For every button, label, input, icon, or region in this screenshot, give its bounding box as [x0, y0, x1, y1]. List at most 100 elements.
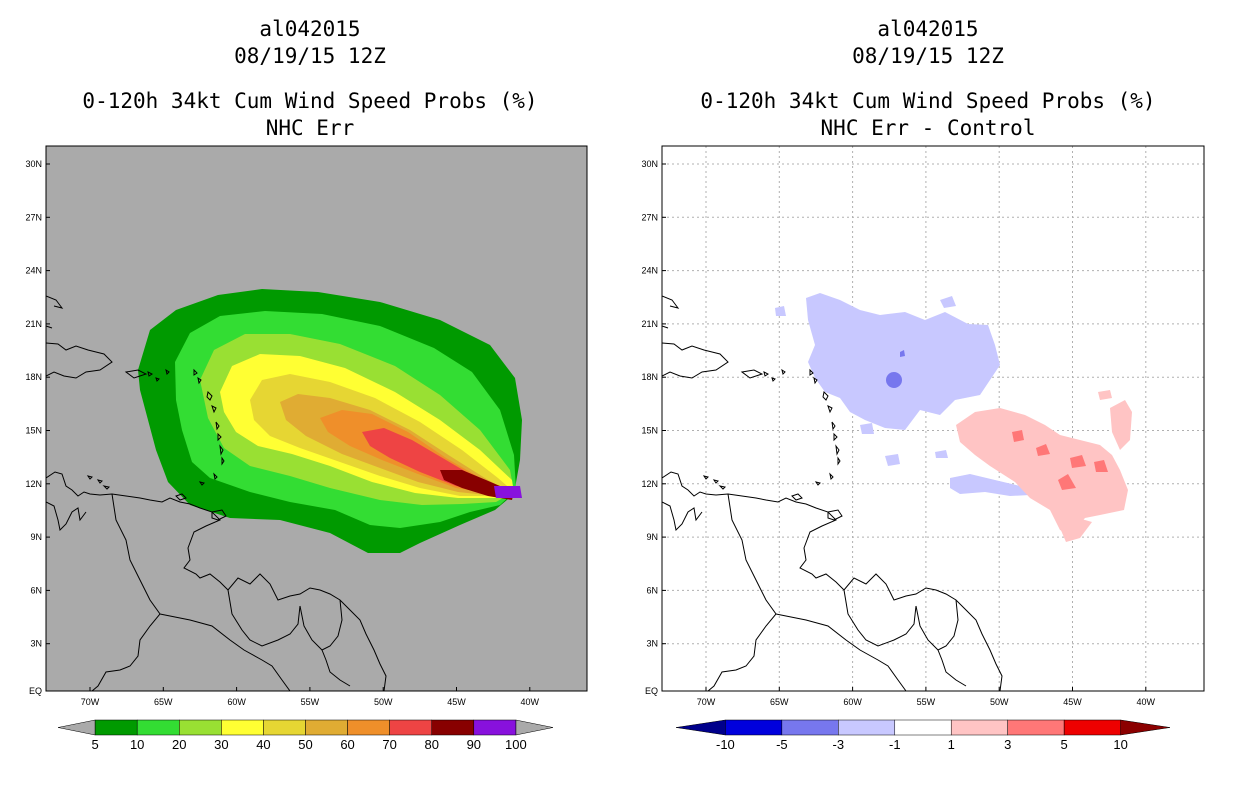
diff-blue-patch-6	[860, 423, 874, 434]
right-colorbar-bin	[781, 719, 839, 736]
diff-blue-patch-3	[950, 474, 1030, 496]
right-datetime: 08/19/15 12Z	[852, 44, 1004, 68]
left-lat-label: 3N	[30, 639, 42, 649]
left-colorbar-bin	[473, 719, 517, 736]
right-colorbar-bin	[894, 719, 952, 736]
right-colorbar: -10 -5 -3 -1 1 3 5 10	[675, 719, 1171, 752]
left-lat-label: 6N	[30, 585, 42, 595]
left-axis-ticks: 30N 27N 24N 21N 18N 15N 12N 9N 6N 3N EQ 70W 65W 60W 55…	[25, 159, 539, 707]
right-lat-label: 3N	[646, 639, 658, 649]
right-colorbar-label: -3	[833, 737, 845, 752]
diff-red-main	[956, 408, 1128, 535]
left-lat-label: 18N	[25, 372, 42, 382]
diff-blue-core-1	[886, 372, 902, 388]
left-colorbar-bin	[136, 719, 180, 736]
right-colorbar-label: 5	[1061, 737, 1068, 752]
left-lon-label: 40W	[521, 697, 540, 707]
right-lat-label: 12N	[641, 479, 658, 489]
left-colorbar-label: 90	[467, 737, 481, 752]
right-lon-label: 45W	[1063, 697, 1082, 707]
diff-blue-patch-4	[885, 454, 900, 466]
diff-blue-core-2	[900, 350, 905, 357]
right-lon-label: 70W	[697, 697, 716, 707]
right-colorbar-bin	[950, 719, 1008, 736]
left-colorbar-bin	[305, 719, 348, 736]
left-colorbar-over-arrow	[515, 719, 554, 736]
diff-red-core-3	[1070, 455, 1086, 468]
left-colorbar-label: 50	[298, 737, 312, 752]
right-lon-label: 40W	[1137, 697, 1156, 707]
left-map: 30N 27N 24N 21N 18N 15N 12N 9N 6N 3N EQ 70W 65W 60W 55…	[25, 145, 588, 707]
left-lon-label: 45W	[447, 697, 466, 707]
right-storm-id: al042015	[877, 17, 979, 41]
left-colorbar-bin	[431, 719, 475, 736]
left-lat-label: EQ	[29, 686, 42, 696]
right-colorbar-bin	[1063, 719, 1121, 736]
right-lon-label: 55W	[917, 697, 936, 707]
left-colorbar-bin	[263, 719, 306, 736]
right-map: 30N 27N 24N 21N 18N 15N 12N 9N 6N 3N EQ 70W 65W 60W 55…	[641, 145, 1205, 707]
diff-red-patch-2	[1098, 390, 1112, 400]
right-lat-label: 30N	[641, 159, 658, 169]
left-colorbar-label: 40	[256, 737, 270, 752]
right-lat-label: 6N	[646, 585, 658, 595]
left-product: 0-120h 34kt Cum Wind Speed Probs (%)	[82, 89, 538, 113]
right-lat-label: 9N	[646, 532, 658, 542]
left-storm-id: al042015	[259, 17, 361, 41]
diff-red-patch-3	[1060, 518, 1092, 542]
diff-blue-main	[806, 293, 1000, 430]
right-colorbar-label: -5	[776, 737, 788, 752]
left-lon-label: 55W	[301, 697, 320, 707]
diff-red-core-4	[1058, 474, 1076, 490]
left-colorbar-label: 20	[172, 737, 186, 752]
right-colorbar-label: 10	[1113, 737, 1127, 752]
right-colorbar-over-arrow	[1120, 719, 1171, 736]
right-colorbar-bin	[1007, 719, 1065, 736]
left-lon-label: 65W	[154, 697, 173, 707]
right-lat-label: 27N	[641, 212, 658, 222]
diff-red-patch-1	[1110, 400, 1132, 450]
diff-blue-patch-5	[935, 450, 948, 458]
left-lon-label: 60W	[227, 697, 246, 707]
contour-70	[362, 428, 514, 494]
left-probability-contours	[46, 289, 522, 691]
left-colorbar-label: 10	[130, 737, 144, 752]
right-product: 0-120h 34kt Cum Wind Speed Probs (%)	[700, 89, 1156, 113]
right-lon-label: 65W	[770, 697, 789, 707]
left-colorbar-under-arrow	[57, 719, 96, 736]
left-lat-label: 12N	[25, 479, 42, 489]
left-colorbar-label: 80	[424, 737, 438, 752]
right-colorbar-label: -10	[716, 737, 735, 752]
left-title: al042015 08/19/15 12Z 0-120h 34kt Cum Wi…	[30, 16, 590, 142]
left-colorbar: 5 10 20 30 40 50 60 70 80 90 100	[57, 719, 554, 752]
left-lon-label: 70W	[81, 697, 100, 707]
left-lat-label: 27N	[25, 212, 42, 222]
right-lat-label: 21N	[641, 319, 658, 329]
left-lat-label: 15N	[25, 426, 42, 436]
right-colorbar-label: -1	[889, 737, 901, 752]
left-lon-label: 50W	[374, 697, 393, 707]
left-lat-label: 21N	[25, 319, 42, 329]
right-colorbar-label: 1	[948, 737, 955, 752]
right-lat-label: 18N	[641, 372, 658, 382]
left-colorbar-label: 30	[214, 737, 228, 752]
right-colorbar-bin	[725, 719, 783, 736]
left-datetime: 08/19/15 12Z	[234, 44, 386, 68]
right-difference-contours	[662, 293, 1132, 691]
diff-red-core-1	[1012, 430, 1024, 442]
diff-red-core-5	[1094, 460, 1108, 472]
left-colorbar-bin	[389, 719, 432, 736]
right-subtitle: NHC Err - Control	[820, 116, 1036, 140]
right-lat-label: EQ	[645, 686, 658, 696]
left-colorbar-label: 5	[92, 737, 99, 752]
left-colorbar-bin	[221, 719, 264, 736]
right-colorbar-under-arrow	[675, 719, 726, 736]
left-colorbar-bin	[347, 719, 390, 736]
right-axis-ticks: 30N 27N 24N 21N 18N 15N 12N 9N 6N 3N EQ 70W 65W 60W 55…	[641, 159, 1155, 707]
left-lat-label: 9N	[30, 532, 42, 542]
right-lon-label: 60W	[843, 697, 862, 707]
left-lat-label: 24N	[25, 266, 42, 276]
left-colorbar-label: 60	[340, 737, 354, 752]
right-colorbar-label: 3	[1004, 737, 1011, 752]
